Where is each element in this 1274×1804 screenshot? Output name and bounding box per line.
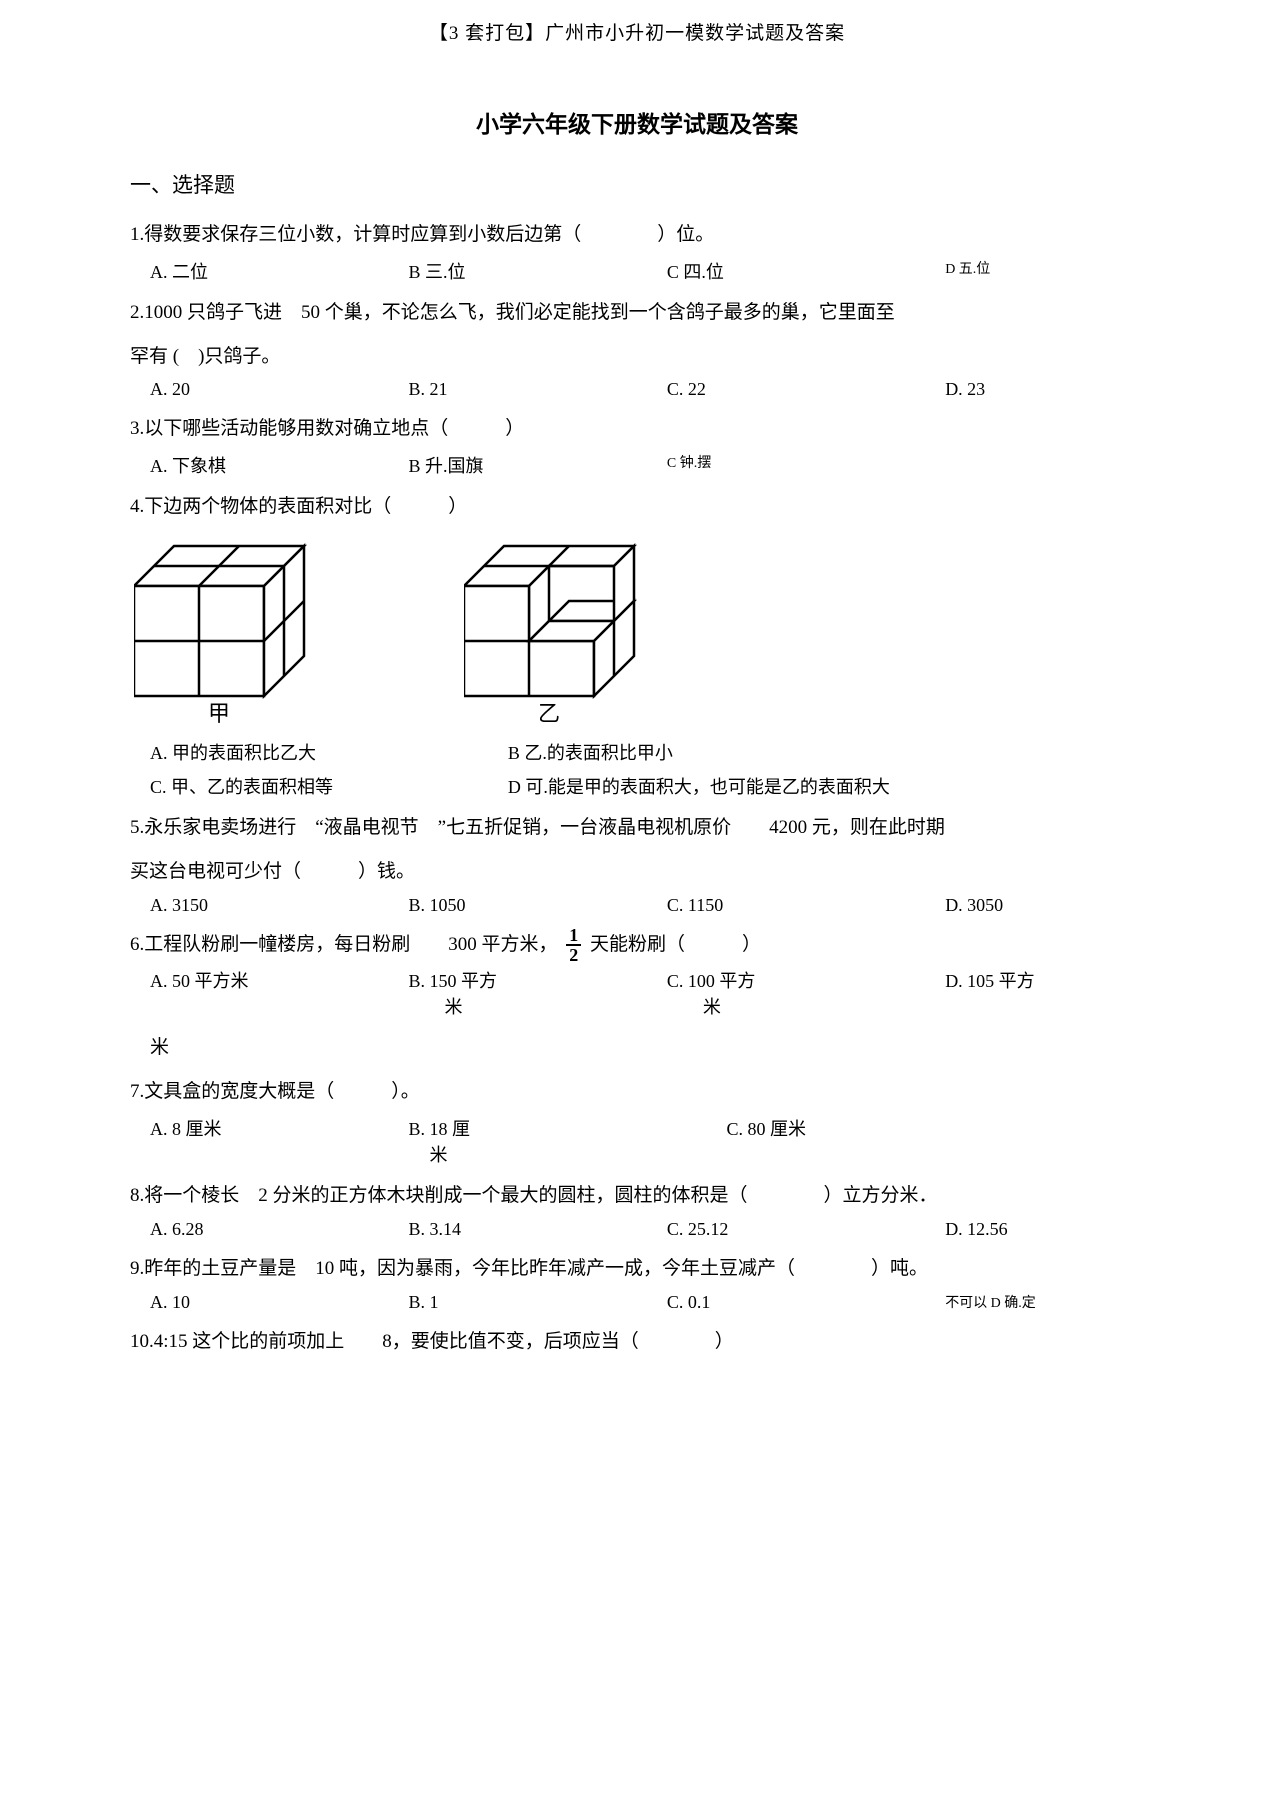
q6-text-post: 天能粉刷（ ） <box>590 934 761 955</box>
cube-jia: 甲 <box>134 536 314 731</box>
question-2-line1: 2.1000 只鸽子飞进 50 个巢，不论怎么飞，我们必定能找到一个含鸽子最多的… <box>130 292 1144 334</box>
q7-b-line1: B. 18 厘 <box>408 1115 726 1141</box>
cube-label-jia: 甲 <box>208 701 230 726</box>
q8-option-c: C. 25.12 <box>667 1219 945 1240</box>
q7-option-a: A. 8 厘米 <box>150 1115 408 1167</box>
q4-option-b: B 乙.的表面积比甲小 <box>508 739 866 765</box>
q6-option-a: A. 50 平方米 <box>150 967 408 1019</box>
q8-option-d: D. 12.56 <box>945 1219 1144 1240</box>
q5-option-d: D. 3050 <box>945 895 1144 916</box>
q9-option-b: B. 1 <box>408 1292 666 1313</box>
question-4: 4.下边两个物体的表面积对比（ ） <box>130 486 1144 528</box>
q7-b-line2: 米 <box>408 1141 468 1167</box>
q5-option-a: A. 3150 <box>150 895 408 916</box>
q9-option-a: A. 10 <box>150 1292 408 1313</box>
q6-b-line1: B. 150 平方 <box>408 967 666 993</box>
cube-figures: 甲 <box>130 536 1144 731</box>
cube-yi: 乙 <box>464 536 644 731</box>
question-5-line2: 买这台电视可少付（ ）钱。 <box>130 851 1144 893</box>
question-5-line1: 5.永乐家电卖场进行 “液晶电视节 ”七五折促销，一台液晶电视机原价 4200 … <box>130 807 1144 849</box>
q4-option-d: D 可.能是甲的表面积大，也可能是乙的表面积大 <box>508 773 1104 799</box>
q6-option-c: C. 100 平方 米 <box>667 967 945 1019</box>
q2-option-a: A. 20 <box>150 379 408 400</box>
q5-option-b: B. 1050 <box>408 895 666 916</box>
question-7: 7.文具盒的宽度大概是（ ）。 <box>130 1071 1144 1113</box>
q6-b-line2: 米 <box>408 993 498 1019</box>
q2-option-d: D. 23 <box>945 379 1144 400</box>
q6-option-b: B. 150 平方 米 <box>408 967 666 1019</box>
q6-text-pre: 6.工程队粉刷一幢楼房，每日粉刷 300 平方米， <box>130 934 558 955</box>
fraction-icon: 1 2 <box>566 926 581 964</box>
q2-option-c: C. 22 <box>667 379 945 400</box>
q6-d-line2: 米 <box>130 1027 1144 1069</box>
cube-label-yi: 乙 <box>538 701 560 726</box>
question-6: 6.工程队粉刷一幢楼房，每日粉刷 300 平方米， 1 2 天能粉刷（ ） <box>130 924 1144 966</box>
q7-option-c: C. 80 厘米 <box>727 1115 1025 1167</box>
q1-option-a: A. 二位 <box>150 258 408 284</box>
q1-option-d: D 五.位 <box>945 258 1144 284</box>
section-title: 一、选择题 <box>130 169 1144 199</box>
q4-option-c: C. 甲、乙的表面积相等 <box>150 773 508 799</box>
question-2-line2: 罕有 ( )只鸽子。 <box>130 336 1144 378</box>
question-10: 10.4:15 这个比的前项加上 8，要使比值不变，后项应当（ ） <box>130 1321 1144 1363</box>
q5-option-c: C. 1150 <box>667 895 945 916</box>
q1-option-c: C 四.位 <box>667 258 945 284</box>
q3-option-c: C 钟.摆 <box>667 452 945 478</box>
q6-c-line1: C. 100 平方 <box>667 967 945 993</box>
q6-c-line2: 米 <box>667 993 757 1019</box>
q9-option-c: C. 0.1 <box>667 1292 945 1313</box>
q7-option-b: B. 18 厘 米 <box>408 1115 726 1167</box>
q6-option-d: D. 105 平方 <box>945 967 1144 1019</box>
q2-option-b: B. 21 <box>408 379 666 400</box>
question-1: 1.得数要求保存三位小数，计算时应算到小数后边第（ ）位。 <box>130 214 1144 256</box>
q1-option-b: B 三.位 <box>408 258 666 284</box>
question-8: 8.将一个棱长 2 分米的正方体木块削成一个最大的圆柱，圆柱的体积是（ ）立方分… <box>130 1175 1144 1217</box>
frac-den: 2 <box>566 946 581 964</box>
q3-option-a: A. 下象棋 <box>150 452 408 478</box>
header-title: 【3 套打包】广州市小升初一模数学试题及答案 <box>0 0 1274 105</box>
q8-option-a: A. 6.28 <box>150 1219 408 1240</box>
q3-option-b: B 升.国旗 <box>408 452 666 478</box>
q8-option-b: B. 3.14 <box>408 1219 666 1240</box>
q9-option-d: 不可以 D 确.定 <box>945 1292 1144 1313</box>
main-title: 小学六年级下册数学试题及答案 <box>130 105 1144 164</box>
q4-option-a: A. 甲的表面积比乙大 <box>150 739 508 765</box>
question-9: 9.昨年的土豆产量是 10 吨，因为暴雨，今年比昨年减产一成，今年土豆减产（ ）… <box>130 1248 1144 1290</box>
frac-num: 1 <box>566 926 581 946</box>
question-3: 3.以下哪些活动能够用数对确立地点（ ） <box>130 408 1144 450</box>
